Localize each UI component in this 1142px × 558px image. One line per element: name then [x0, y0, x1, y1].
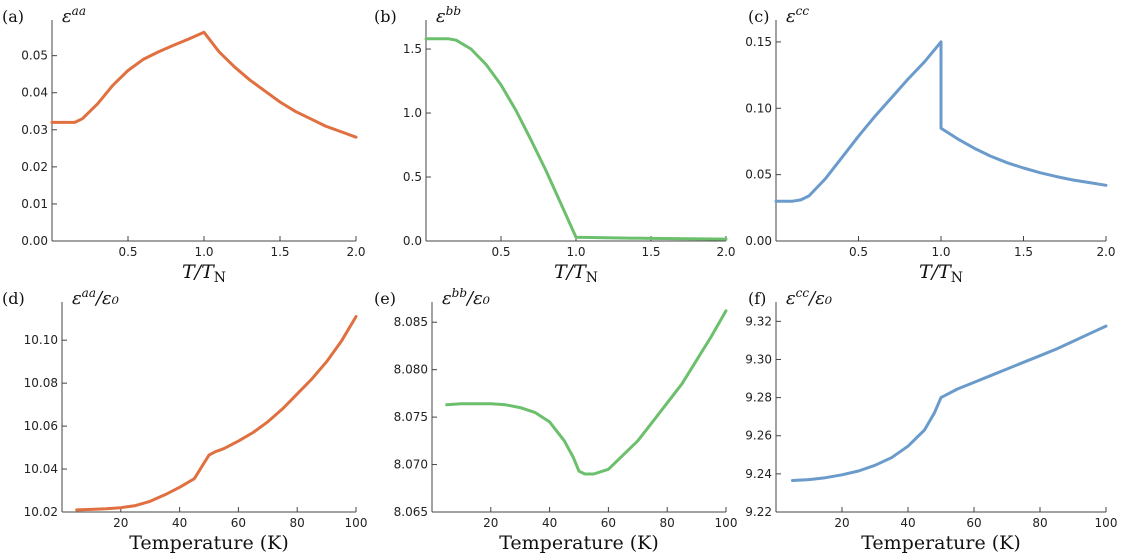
- y-tick-label-c: 0.15: [745, 35, 772, 49]
- x-tick-label-b: 2.0: [716, 245, 735, 259]
- x-tick-label-d: 40: [172, 516, 187, 530]
- x-tick-label-b: 1.5: [641, 245, 660, 259]
- y-tick-label-f: 9.32: [745, 314, 772, 328]
- series-line-c: [774, 40, 1108, 203]
- y-tick-label-e: 8.065: [394, 505, 428, 519]
- x-tick-label-f: 80: [1032, 516, 1047, 530]
- x-tick-label-d: 20: [113, 516, 128, 530]
- series-line-d: [75, 315, 358, 512]
- y-axis-label-b: εbb: [436, 4, 461, 27]
- panel-label-f: (f): [748, 289, 766, 308]
- y-tick-label-f: 9.26: [745, 429, 772, 443]
- panel-c: (c) 0.00 0.05 0.10 0.15 0.5 1.0 1.5 2.0 εcc T/TN: [745, 4, 1115, 286]
- y-tick-label-d: 10.10: [24, 333, 58, 347]
- y-tick-label-d: 10.06: [24, 419, 58, 433]
- panel-e: (e) 8.065 8.070 8.075 8.080 8.085 20 40 60 80 100 ε…: [374, 286, 737, 554]
- y-tick-label-a: 0.01: [21, 197, 48, 211]
- x-tick-label-e: 40: [542, 516, 557, 530]
- x-axis-label-a: T/TN: [182, 261, 226, 286]
- y-tick-label-d: 10.02: [24, 505, 58, 519]
- y-tick-label-c: 0.05: [745, 168, 772, 182]
- x-tick-label-f: 20: [834, 516, 849, 530]
- y-tick-label-d: 10.04: [24, 462, 58, 476]
- y-tick-label-d: 10.08: [24, 376, 58, 390]
- x-tick-label-a: 1.5: [270, 245, 289, 259]
- panel-label-b: (b): [374, 7, 397, 26]
- x-tick-label-d: 80: [290, 516, 305, 530]
- series-line-a: [50, 30, 358, 139]
- panel-label-c: (c): [748, 7, 769, 26]
- panel-label-a: (a): [2, 7, 24, 26]
- panel-f: (f) 9.22 9.24 9.26 9.28 9.30 9.32 20 40 60 80 100 εc…: [745, 286, 1117, 554]
- panel-a: (a) 0.00 0.01 0.02 0.03 0.04 0.05 0.5 1.0 1.5 2.0 ε…: [2, 4, 366, 286]
- x-tick-label-c: 1.5: [1014, 245, 1033, 259]
- x-tick-label-c: 1.0: [931, 245, 950, 259]
- y-tick-label-e: 8.080: [394, 363, 428, 377]
- x-tick-label-a: 2.0: [346, 245, 365, 259]
- panel-label-e: (e): [374, 289, 396, 308]
- x-tick-label-e: 20: [483, 516, 498, 530]
- panel-label-d: (d): [2, 289, 25, 308]
- y-tick-label-f: 9.30: [745, 352, 772, 366]
- x-tick-label-d: 100: [345, 516, 368, 530]
- y-tick-label-b: 1.5: [403, 42, 422, 56]
- x-tick-label-e: 80: [660, 516, 675, 530]
- y-axis-label-a: εaa: [62, 4, 86, 27]
- y-tick-label-b: 0.0: [403, 234, 422, 248]
- y-axis-label-d: εaa/ε₀: [72, 286, 119, 309]
- series-line-f: [791, 324, 1108, 482]
- y-tick-label-a: 0.03: [21, 123, 48, 137]
- x-axis-label-c: T/TN: [919, 261, 963, 286]
- x-tick-label-b: 1.0: [566, 245, 585, 259]
- x-tick-label-b: 0.5: [491, 245, 510, 259]
- series-line-b: [424, 37, 728, 241]
- y-tick-label-b: 0.5: [403, 170, 422, 184]
- y-tick-label-a: 0.04: [21, 86, 48, 100]
- y-tick-label-a: 0.00: [21, 234, 48, 248]
- y-tick-label-e: 8.070: [394, 458, 428, 472]
- x-tick-label-f: 100: [1095, 516, 1118, 530]
- x-tick-label-d: 60: [231, 516, 246, 530]
- x-tick-label-a: 1.0: [194, 245, 213, 259]
- x-axis-label-d: Temperature (K): [129, 532, 289, 554]
- x-tick-label-f: 40: [900, 516, 915, 530]
- panel-b: (b) 0.0 0.5 1.0 1.5 0.5 1.0 1.5 2.0 εbb T/TN: [374, 4, 736, 286]
- y-tick-label-c: 0.00: [745, 234, 772, 248]
- y-tick-label-f: 9.28: [745, 391, 772, 405]
- x-tick-label-c: 0.5: [849, 245, 868, 259]
- y-axis-label-c: εcc: [786, 4, 809, 27]
- x-tick-label-e: 60: [601, 516, 616, 530]
- y-tick-label-b: 1.0: [403, 106, 422, 120]
- y-tick-label-c: 0.10: [745, 101, 772, 115]
- y-tick-label-a: 0.05: [21, 49, 48, 63]
- series-line-e: [445, 309, 728, 476]
- y-tick-label-e: 8.085: [394, 315, 428, 329]
- x-tick-label-c: 2.0: [1096, 245, 1115, 259]
- panel-d: (d) 10.02 10.04 10.06 10.08 10.10 20 40 60 80 100 ε…: [2, 286, 367, 554]
- y-axis-label-e: εbb/ε₀: [442, 286, 490, 309]
- x-axis-label-f: Temperature (K): [861, 532, 1021, 554]
- y-tick-label-f: 9.22: [745, 505, 772, 519]
- y-tick-label-f: 9.24: [745, 467, 772, 481]
- x-tick-label-e: 100: [715, 516, 738, 530]
- x-axis-label-e: Temperature (K): [499, 532, 659, 554]
- y-axis-label-f: εcc/ε₀: [786, 286, 832, 309]
- x-tick-label-f: 60: [966, 516, 981, 530]
- y-tick-label-a: 0.02: [21, 160, 48, 174]
- x-tick-label-a: 0.5: [118, 245, 137, 259]
- x-axis-label-b: T/TN: [554, 261, 598, 286]
- y-tick-label-e: 8.075: [394, 410, 428, 424]
